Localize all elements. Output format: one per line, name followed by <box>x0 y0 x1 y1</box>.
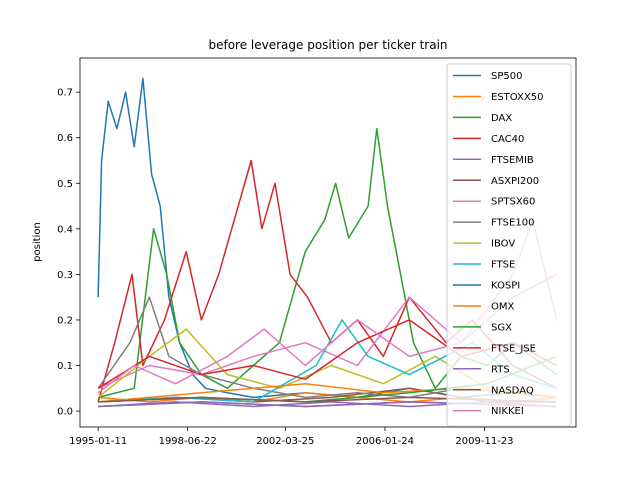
legend-label: SPTSX60 <box>491 197 535 208</box>
legend: SP500 ESTOXX50 DAX CAC40 FTSEMIB ASXPI200 SPTS… <box>446 63 572 427</box>
chart-title: before leverage position per ticker trai… <box>208 38 447 52</box>
x-tick-label: 1995-01-11 <box>69 436 127 447</box>
series-line-dax <box>97 127 558 399</box>
legend-label: FTSEMIB <box>491 155 534 166</box>
y-tick-label: 0.1 <box>57 361 73 372</box>
legend-label: ESTOXX50 <box>491 92 543 103</box>
legend-label: FTSE <box>491 260 515 271</box>
y-tick-label: 0.5 <box>57 179 73 190</box>
legend-label: FTSE100 <box>491 218 534 229</box>
legend-label: RTS <box>491 364 510 375</box>
legend-label: SGX <box>491 322 512 333</box>
y-tick-label: 0.7 <box>57 88 73 99</box>
legend-label: IBOV <box>491 239 515 250</box>
y-axis-label: position <box>32 222 43 262</box>
x-axis: 1995-01-11 1998-06-22 2002-03-25 2006-01-24… <box>69 427 514 447</box>
plot-frame <box>79 57 577 428</box>
legend-box <box>446 63 572 427</box>
x-tick-label: 2009-11-23 <box>455 436 513 447</box>
x-tick-label: 1998-06-22 <box>159 436 217 447</box>
legend-label: DAX <box>491 113 512 124</box>
legend-label: OMX <box>491 301 514 312</box>
x-tick-label: 2006-01-24 <box>356 436 414 447</box>
legend-label: KOSPI <box>491 281 520 292</box>
y-tick-label: 0.0 <box>57 407 73 418</box>
x-tick-label: 2002-03-25 <box>256 436 314 447</box>
legend-label: ASXPI200 <box>491 176 539 187</box>
series-line-cac40 <box>97 159 557 403</box>
legend-label: NIKKEI <box>491 406 524 417</box>
y-axis: 0.0 0.1 0.2 0.3 0.4 0.5 0.6 0.7 <box>57 88 80 418</box>
legend-label: CAC40 <box>491 134 524 145</box>
legend-label: FTSE_JSE <box>491 343 536 354</box>
y-tick-label: 0.4 <box>57 224 73 235</box>
y-tick-label: 0.2 <box>57 315 73 326</box>
y-tick-label: 0.6 <box>57 133 73 144</box>
y-tick-label: 0.3 <box>57 270 73 281</box>
legend-label: NASDAQ <box>491 385 534 396</box>
legend-label: SP500 <box>491 71 522 82</box>
